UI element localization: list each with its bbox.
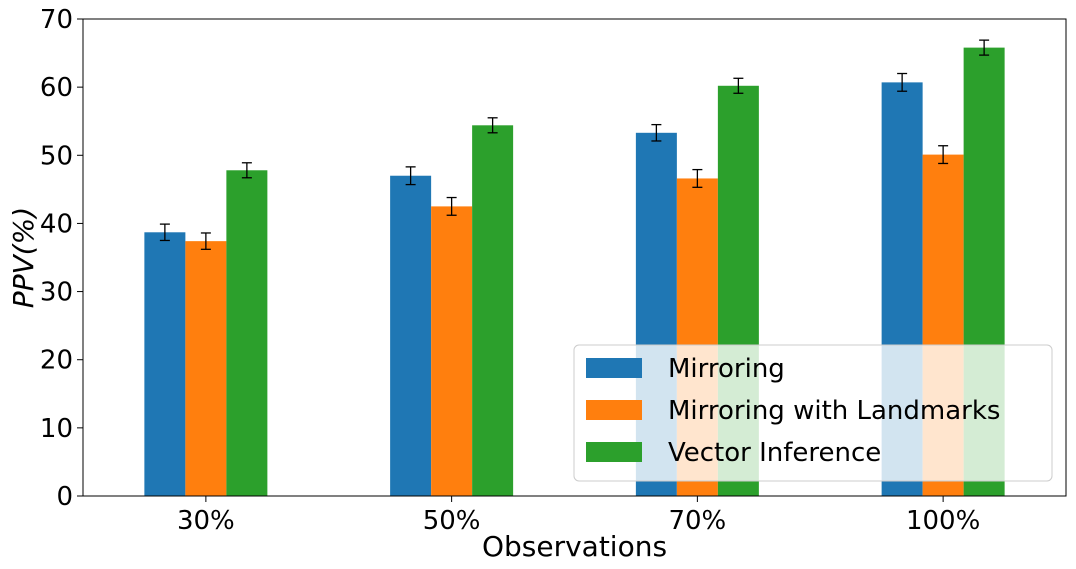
x-axis: 30% 50% 70% 100%	[177, 496, 980, 536]
legend-swatch	[586, 400, 642, 420]
error-bar	[159, 223, 170, 242]
legend-swatch	[586, 358, 642, 378]
error-bar	[241, 162, 252, 179]
error-bar	[979, 39, 990, 56]
error-bar	[692, 168, 703, 188]
error-bar	[200, 232, 211, 250]
bar	[226, 170, 268, 496]
error-bar	[487, 117, 498, 134]
bar	[431, 206, 473, 496]
y-tick-label: 70	[40, 5, 73, 35]
x-tick-label: 70%	[668, 506, 726, 536]
plot-frame	[82, 18, 1067, 497]
legend-label: Mirroring with Landmarks	[668, 396, 1000, 426]
bar	[472, 125, 514, 496]
x-tick-label: 50%	[423, 506, 481, 536]
y-axis: 0 10 20 30 40 50 60 70	[40, 5, 83, 512]
error-bar	[651, 123, 662, 142]
bar	[390, 175, 432, 496]
y-tick-label: 30	[40, 278, 73, 308]
x-axis-title: Observations	[482, 530, 667, 563]
x-tick-label: 30%	[177, 506, 235, 536]
error-bar	[897, 72, 908, 92]
y-tick-label: 20	[40, 346, 73, 376]
legend-frame	[573, 344, 1053, 482]
y-tick-label: 40	[40, 209, 73, 239]
error-bar	[733, 77, 744, 94]
legend-swatch	[586, 442, 642, 462]
error-bars-layer	[159, 39, 990, 250]
bar	[144, 232, 186, 496]
legend-label: Vector Inference	[668, 438, 881, 468]
error-bar	[938, 145, 949, 165]
legend-label: Mirroring	[668, 354, 785, 384]
y-tick-label: 50	[40, 141, 73, 171]
y-axis-title: PPV(%)	[7, 207, 40, 308]
x-tick-label: 100%	[906, 506, 980, 536]
y-tick-label: 0	[56, 482, 73, 512]
error-bar	[446, 196, 457, 216]
y-tick-label: 10	[40, 414, 73, 444]
y-tick-label: 60	[40, 73, 73, 103]
bar	[185, 241, 227, 496]
error-bar	[405, 166, 416, 186]
legend: Mirroring Mirroring with Landmarks Vector …	[573, 344, 1053, 482]
